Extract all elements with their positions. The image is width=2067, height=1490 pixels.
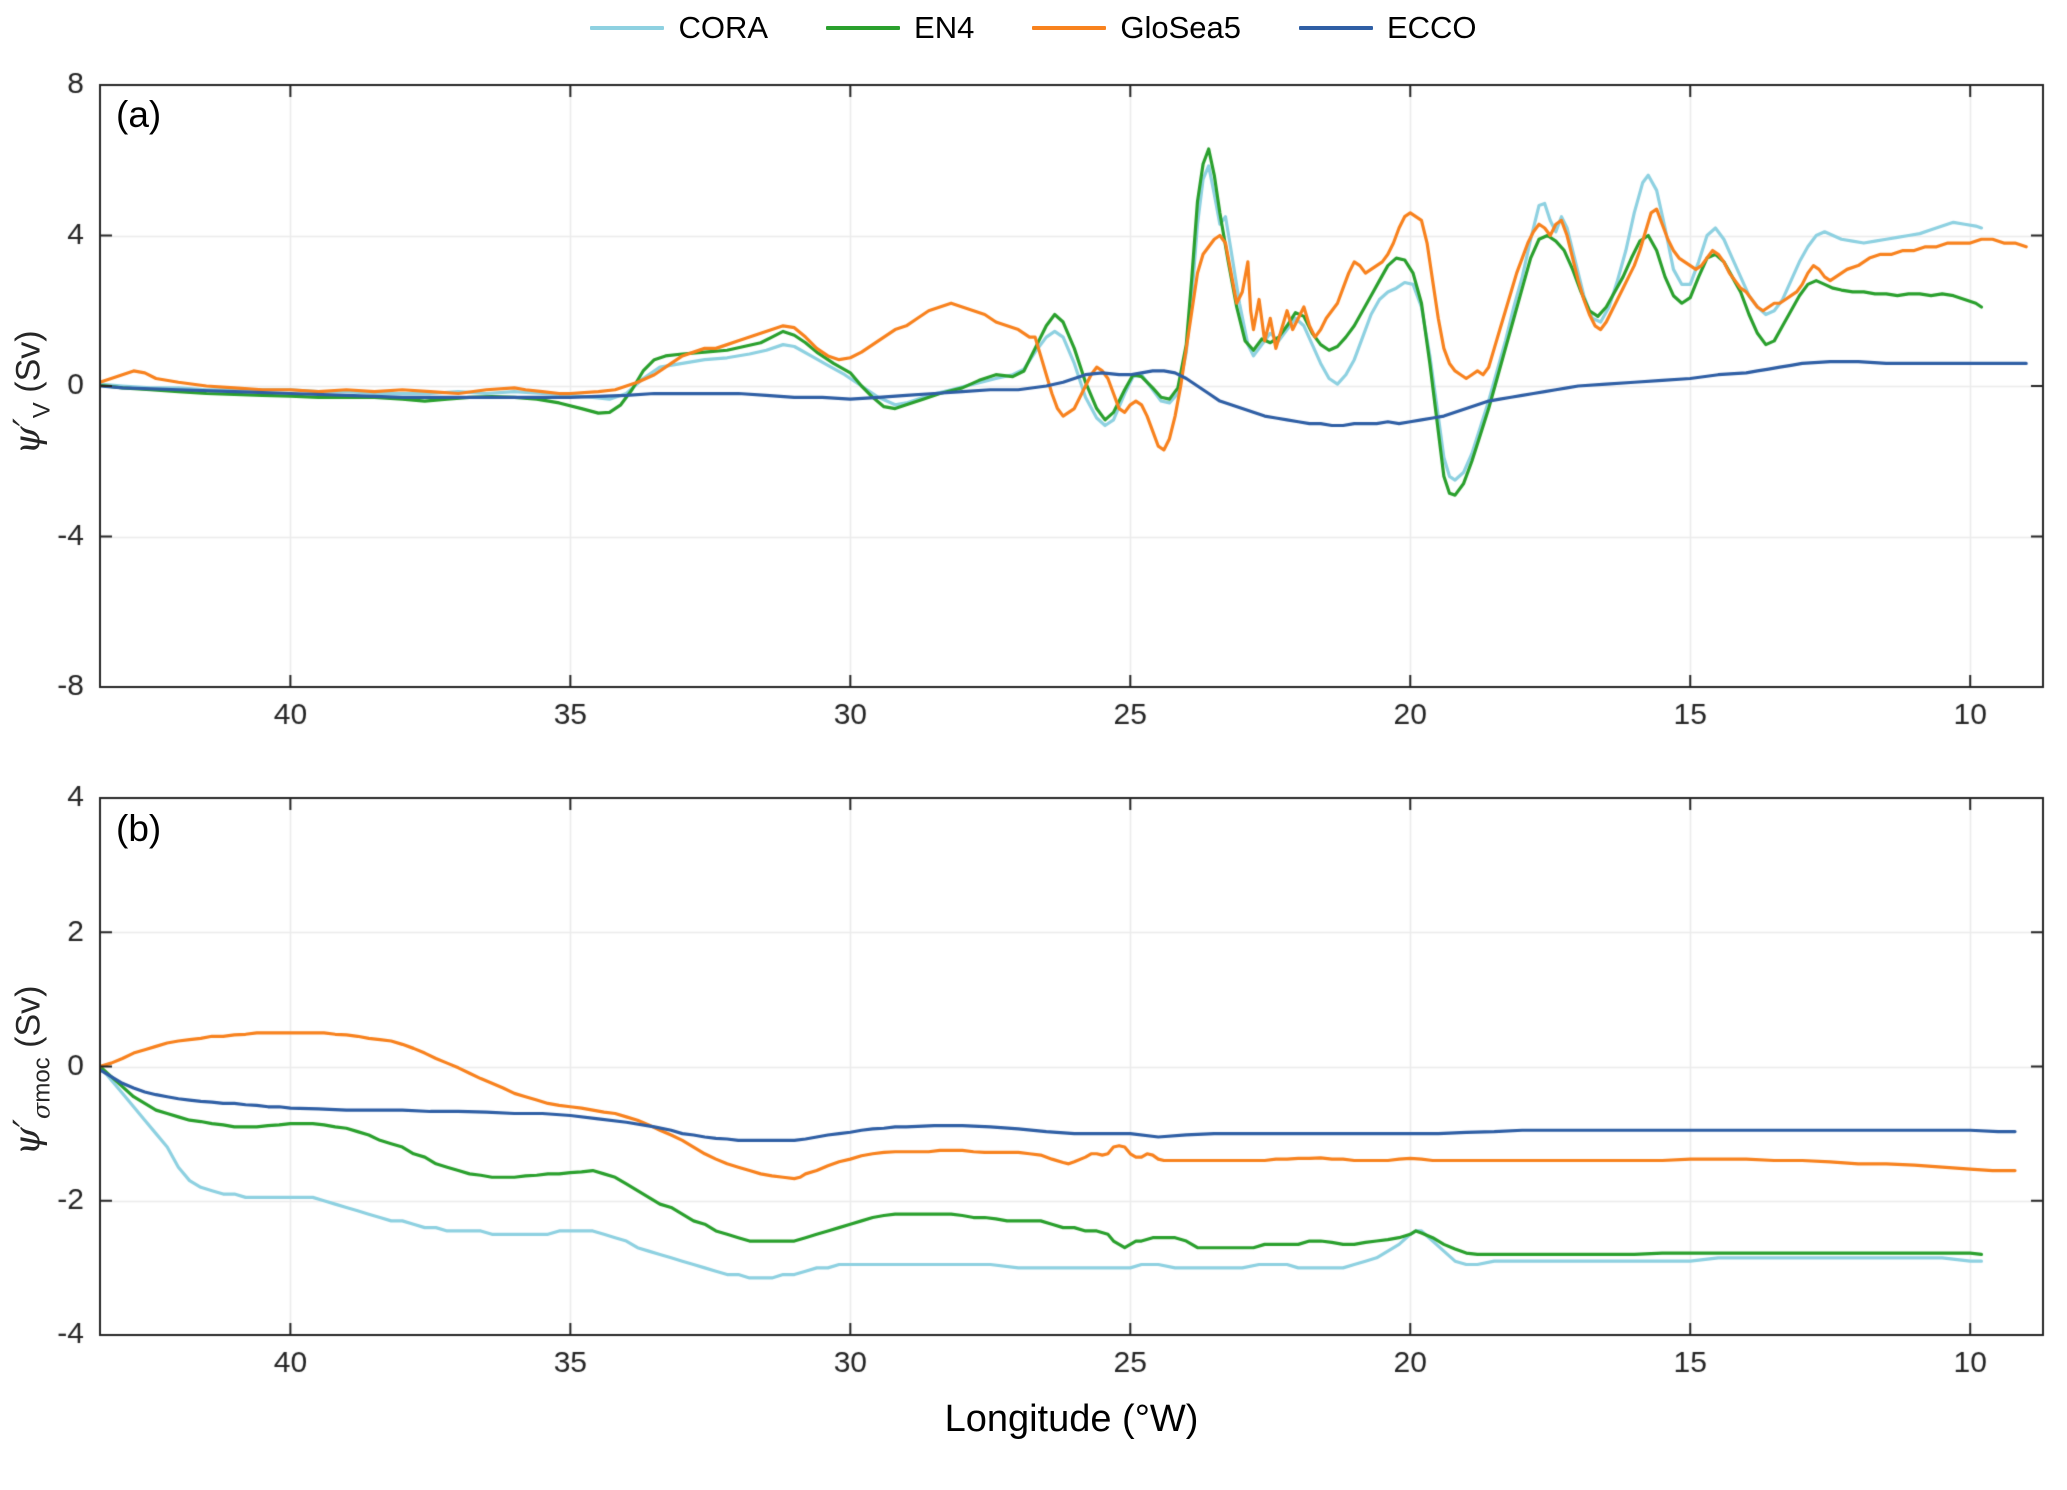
- panel-a-chart: [0, 57, 2067, 762]
- legend-line-swatch: [1032, 26, 1107, 30]
- ylabel-unit: (Sv): [9, 330, 48, 403]
- panel-b-chart: [0, 770, 2067, 1410]
- legend-line-swatch: [1298, 26, 1373, 30]
- legend: CORA EN4 GloSea5 ECCO: [0, 10, 2067, 46]
- ylabel-subscript: moc: [28, 1057, 56, 1103]
- legend-item-en4: EN4: [826, 10, 974, 46]
- ylabel-unit: (Sv): [9, 985, 48, 1058]
- legend-item-ecco: ECCO: [1298, 10, 1477, 46]
- legend-label: GloSea5: [1120, 10, 1241, 45]
- legend-label: ECCO: [1386, 10, 1477, 45]
- ylabel-subscript: V: [28, 402, 56, 419]
- x-axis-label: Longitude (°W): [944, 1398, 1199, 1440]
- panel-a-ylabel: ψ′V (Sv): [8, 223, 57, 563]
- panel-b-ylabel: ψ′σmoc (Sv): [8, 901, 57, 1241]
- panel-a-label: (a): [116, 94, 162, 135]
- legend-item-glosea5: GloSea5: [1032, 10, 1241, 46]
- ylabel-subscript-italic: σ: [27, 1102, 56, 1120]
- psi-symbol: ψ′: [7, 1119, 49, 1156]
- psi-symbol: ψ′: [7, 418, 49, 455]
- legend-line-swatch: [826, 26, 901, 30]
- legend-label: CORA: [678, 10, 769, 45]
- legend-item-cora: CORA: [590, 10, 768, 46]
- panel-b-label: (b): [116, 808, 162, 849]
- legend-label: EN4: [914, 10, 975, 45]
- legend-line-swatch: [590, 26, 665, 30]
